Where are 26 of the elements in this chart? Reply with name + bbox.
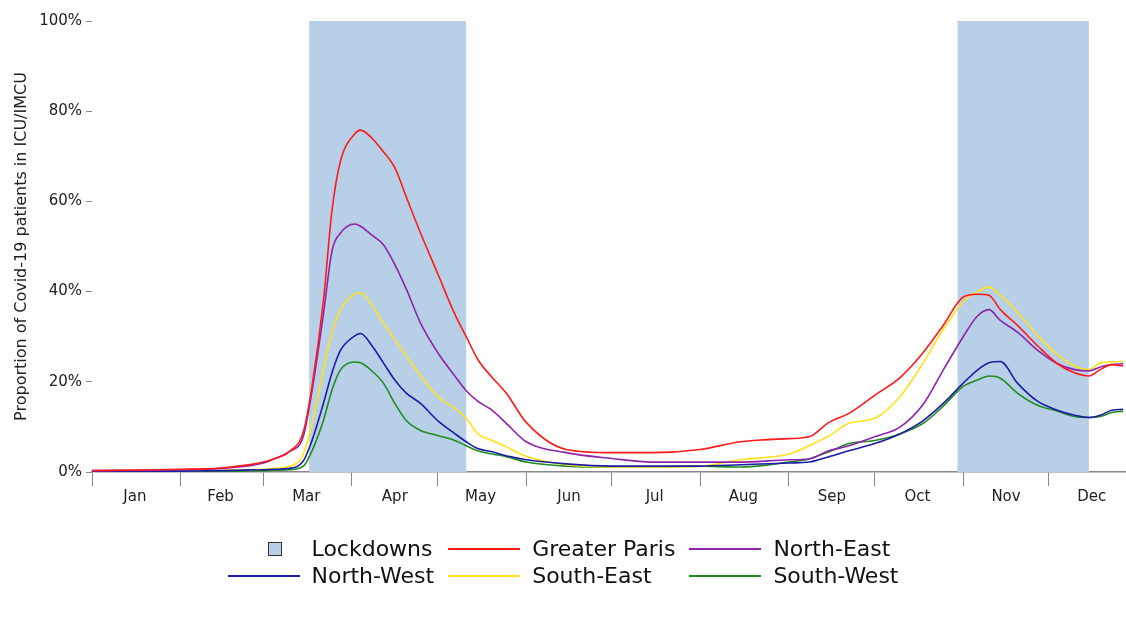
x-tick-label: May	[465, 486, 497, 505]
x-tick-label: Dec	[1077, 486, 1107, 505]
x-tick-label: Mar	[292, 486, 322, 505]
y-tick-label: 0%	[58, 461, 83, 480]
y-tick-label: 60%	[48, 191, 83, 210]
line-series	[219, 286, 1124, 471]
x-tick-label: Feb	[207, 486, 234, 505]
x-tick-label: Aug	[728, 486, 758, 505]
legend-label: North-West	[311, 563, 435, 588]
x-tick-label: Oct	[904, 486, 931, 505]
x-tick-label: Apr	[381, 486, 409, 505]
x-tick-label: Jun	[556, 486, 581, 505]
y-tick-label: 40%	[48, 281, 83, 300]
x-tick-label: Sep	[817, 486, 846, 505]
x-tick-label: Jan	[122, 486, 147, 505]
legend-label: Greater Paris	[532, 536, 676, 561]
legend-label: North-East	[773, 536, 891, 561]
legend-label: South-East	[532, 563, 652, 588]
y-axis-title: Proportion of Covid-19 patients in ICU/IMCU	[10, 72, 30, 421]
x-tick-label: Jul	[644, 486, 664, 505]
y-tick-label: 20%	[48, 371, 83, 390]
x-tick-label: Nov	[991, 486, 1021, 505]
y-tick-label: 100%	[39, 10, 83, 29]
legend-label: Lockdowns	[311, 536, 433, 561]
legend-label: South-West	[773, 563, 899, 588]
y-tick-label: 80%	[48, 101, 83, 120]
